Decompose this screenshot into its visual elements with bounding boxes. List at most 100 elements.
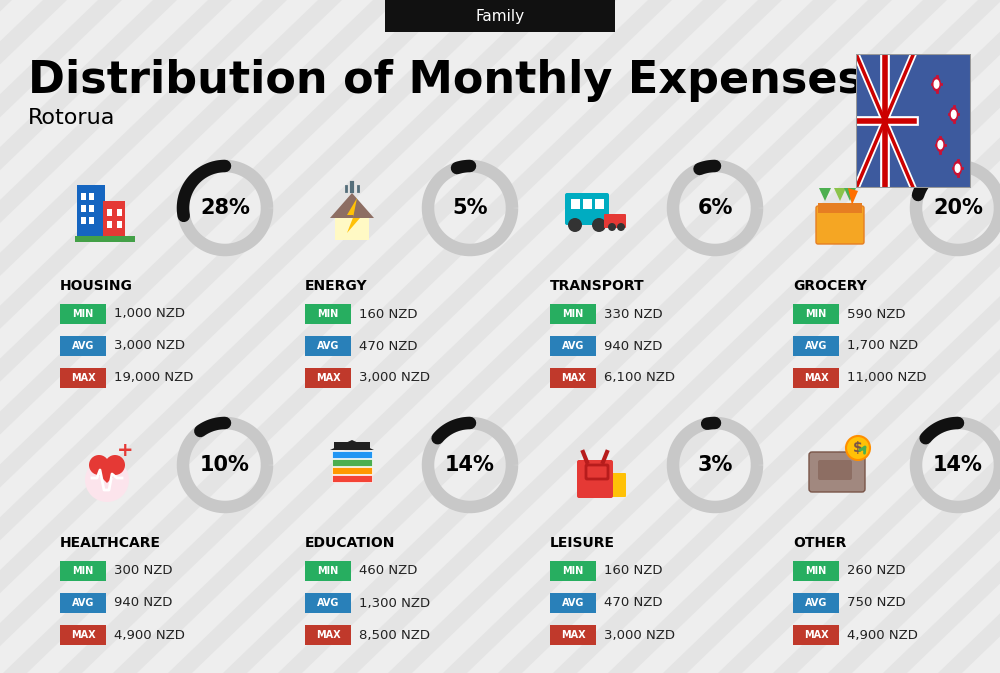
Text: LEISURE: LEISURE xyxy=(550,536,615,550)
Text: 1,300 NZD: 1,300 NZD xyxy=(359,596,430,610)
Circle shape xyxy=(568,218,582,232)
Text: ENERGY: ENERGY xyxy=(305,279,368,293)
Text: MIN: MIN xyxy=(72,309,94,319)
FancyBboxPatch shape xyxy=(60,593,106,613)
FancyBboxPatch shape xyxy=(305,561,351,581)
Circle shape xyxy=(617,223,625,231)
Text: TRANSPORT: TRANSPORT xyxy=(550,279,645,293)
FancyBboxPatch shape xyxy=(550,625,596,645)
FancyBboxPatch shape xyxy=(305,593,351,613)
FancyBboxPatch shape xyxy=(89,205,94,212)
Text: 5%: 5% xyxy=(452,198,488,218)
Circle shape xyxy=(89,455,109,475)
Text: MAX: MAX xyxy=(316,630,340,640)
Text: 3,000 NZD: 3,000 NZD xyxy=(604,629,675,641)
Circle shape xyxy=(608,223,616,231)
FancyBboxPatch shape xyxy=(305,304,351,324)
Text: +: + xyxy=(117,441,133,460)
Text: 3,000 NZD: 3,000 NZD xyxy=(114,339,185,353)
FancyBboxPatch shape xyxy=(332,467,372,474)
FancyBboxPatch shape xyxy=(385,0,615,32)
Text: 6%: 6% xyxy=(697,198,733,218)
Text: AVG: AVG xyxy=(317,341,339,351)
FancyBboxPatch shape xyxy=(550,368,596,388)
FancyBboxPatch shape xyxy=(332,459,372,466)
FancyBboxPatch shape xyxy=(305,336,351,356)
Text: 1,000 NZD: 1,000 NZD xyxy=(114,308,185,320)
Text: Distribution of Monthly Expenses: Distribution of Monthly Expenses xyxy=(28,59,864,102)
Text: MAX: MAX xyxy=(804,373,828,383)
FancyBboxPatch shape xyxy=(117,209,122,216)
Text: MAX: MAX xyxy=(71,373,95,383)
Polygon shape xyxy=(834,188,846,201)
FancyBboxPatch shape xyxy=(60,336,106,356)
Circle shape xyxy=(951,110,956,118)
FancyBboxPatch shape xyxy=(81,217,86,224)
FancyBboxPatch shape xyxy=(77,185,105,237)
Text: MIN: MIN xyxy=(317,309,339,319)
Text: AVG: AVG xyxy=(72,341,94,351)
FancyBboxPatch shape xyxy=(60,561,106,581)
Text: 3,000 NZD: 3,000 NZD xyxy=(359,371,430,384)
FancyBboxPatch shape xyxy=(550,561,596,581)
Text: 10%: 10% xyxy=(200,455,250,475)
Text: MAX: MAX xyxy=(561,373,585,383)
FancyBboxPatch shape xyxy=(117,221,122,228)
Circle shape xyxy=(936,138,944,151)
FancyBboxPatch shape xyxy=(81,205,86,212)
FancyBboxPatch shape xyxy=(818,460,852,480)
FancyBboxPatch shape xyxy=(816,206,864,244)
FancyBboxPatch shape xyxy=(305,368,351,388)
Text: 14%: 14% xyxy=(445,455,495,475)
Polygon shape xyxy=(330,440,374,450)
Circle shape xyxy=(955,164,960,172)
Text: 4,900 NZD: 4,900 NZD xyxy=(114,629,185,641)
Polygon shape xyxy=(347,198,360,233)
FancyBboxPatch shape xyxy=(550,304,596,324)
Text: 470 NZD: 470 NZD xyxy=(604,596,662,610)
FancyBboxPatch shape xyxy=(793,336,839,356)
Circle shape xyxy=(592,218,606,232)
Text: MAX: MAX xyxy=(804,630,828,640)
Text: 300 NZD: 300 NZD xyxy=(114,565,173,577)
Text: Family: Family xyxy=(475,9,525,24)
FancyBboxPatch shape xyxy=(583,199,592,209)
Polygon shape xyxy=(819,188,831,201)
Polygon shape xyxy=(844,188,856,201)
Text: 160 NZD: 160 NZD xyxy=(604,565,662,577)
Polygon shape xyxy=(89,465,125,483)
Polygon shape xyxy=(330,193,374,218)
Text: 8,500 NZD: 8,500 NZD xyxy=(359,629,430,641)
FancyBboxPatch shape xyxy=(81,193,86,200)
FancyBboxPatch shape xyxy=(571,199,580,209)
FancyBboxPatch shape xyxy=(89,193,94,200)
Text: 940 NZD: 940 NZD xyxy=(114,596,172,610)
FancyBboxPatch shape xyxy=(305,625,351,645)
Text: 750 NZD: 750 NZD xyxy=(847,596,906,610)
FancyBboxPatch shape xyxy=(604,214,626,228)
FancyBboxPatch shape xyxy=(818,203,862,213)
FancyBboxPatch shape xyxy=(565,193,609,225)
FancyBboxPatch shape xyxy=(606,473,626,497)
FancyBboxPatch shape xyxy=(75,236,135,242)
Circle shape xyxy=(938,141,943,149)
FancyBboxPatch shape xyxy=(595,199,604,209)
Text: 260 NZD: 260 NZD xyxy=(847,565,906,577)
FancyBboxPatch shape xyxy=(60,304,106,324)
Text: HEALTHCARE: HEALTHCARE xyxy=(60,536,161,550)
Text: 28%: 28% xyxy=(200,198,250,218)
Text: MIN: MIN xyxy=(562,566,584,576)
FancyBboxPatch shape xyxy=(60,625,106,645)
Circle shape xyxy=(85,458,129,502)
FancyBboxPatch shape xyxy=(793,368,839,388)
FancyBboxPatch shape xyxy=(550,336,596,356)
Text: OTHER: OTHER xyxy=(793,536,846,550)
Text: MIN: MIN xyxy=(805,309,827,319)
Text: MIN: MIN xyxy=(72,566,94,576)
Polygon shape xyxy=(848,188,858,205)
Text: $: $ xyxy=(853,441,863,455)
FancyBboxPatch shape xyxy=(793,625,839,645)
FancyBboxPatch shape xyxy=(809,452,865,492)
FancyBboxPatch shape xyxy=(332,475,372,482)
FancyBboxPatch shape xyxy=(793,593,839,613)
